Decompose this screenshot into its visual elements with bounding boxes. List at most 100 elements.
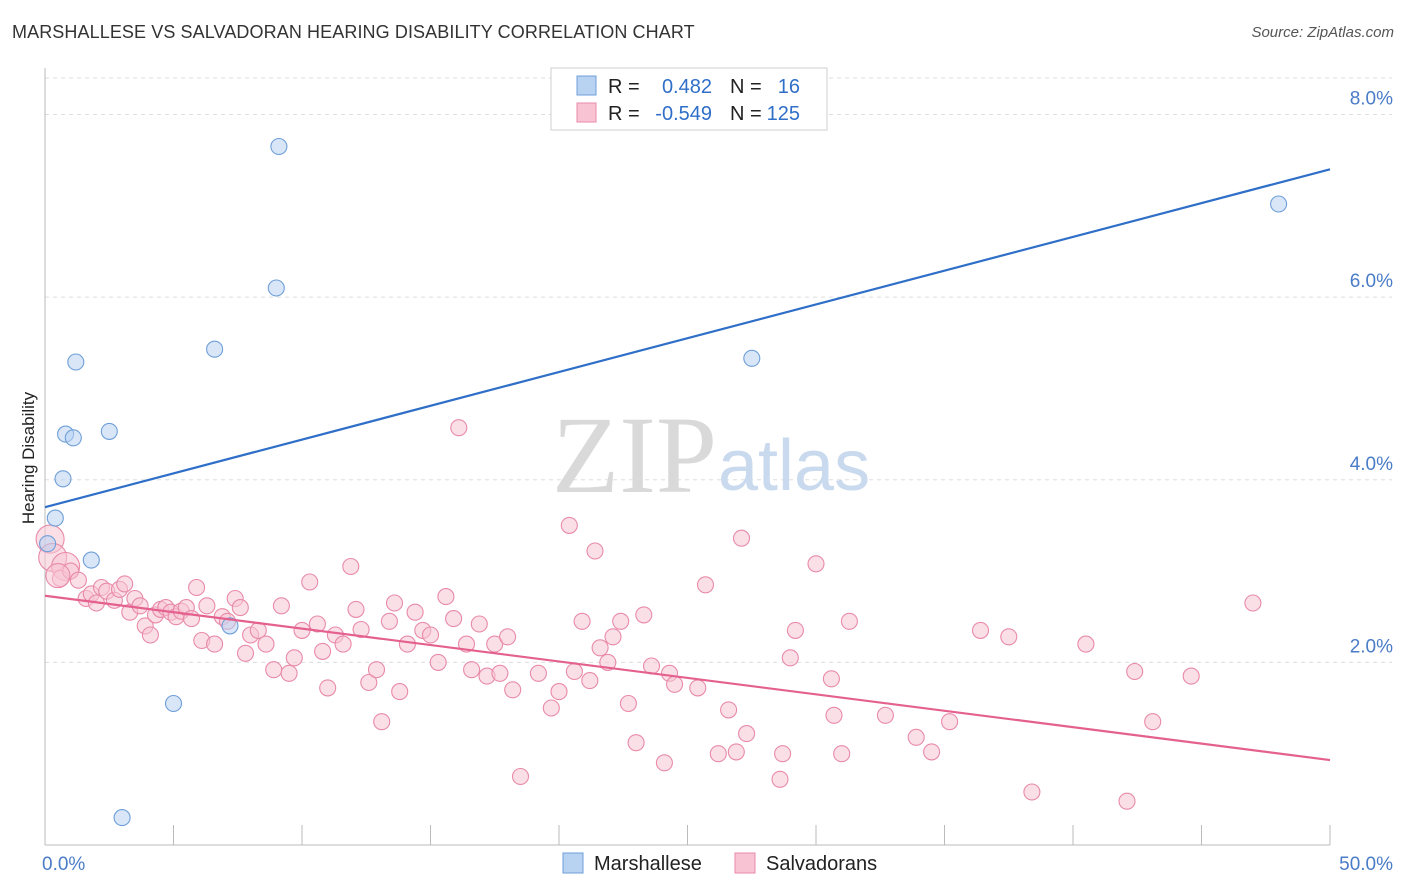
point-salvadorans: [285, 649, 303, 667]
point-salvadorans: [319, 679, 337, 697]
trend-line-marshallese: [44, 168, 1331, 509]
point-salvadorans: [550, 683, 568, 701]
point-salvadorans: [666, 675, 684, 693]
x-tick-label-max: 50.0%: [1339, 854, 1393, 875]
point-salvadorans: [1118, 792, 1136, 810]
point-salvadorans: [941, 713, 959, 731]
point-salvadorans: [272, 597, 290, 615]
watermark: ZIP atlas: [552, 394, 870, 516]
point-salvadorans: [257, 635, 275, 653]
legend-swatch-salvadorans: [576, 102, 597, 123]
point-salvadorans: [445, 610, 463, 628]
point-salvadorans: [45, 563, 71, 589]
point-marshallese: [1270, 195, 1288, 213]
point-salvadorans: [1244, 594, 1262, 612]
point-marshallese: [164, 694, 183, 713]
point-salvadorans: [342, 557, 360, 576]
point-marshallese: [39, 535, 57, 553]
point-salvadorans: [1144, 713, 1162, 731]
series-legend-swatch-salvadorans: [734, 852, 756, 874]
point-salvadorans: [421, 626, 440, 644]
point-salvadorans: [696, 576, 715, 594]
point-salvadorans: [314, 642, 332, 660]
point-salvadorans: [398, 635, 416, 653]
point-salvadorans: [822, 670, 840, 688]
point-salvadorans: [529, 664, 547, 682]
point-salvadorans: [491, 664, 509, 682]
point-salvadorans: [499, 628, 517, 646]
point-salvadorans: [907, 728, 925, 746]
y-axis-label: Hearing Disability: [19, 391, 38, 524]
point-salvadorans: [1023, 783, 1041, 801]
point-marshallese: [743, 349, 761, 367]
legend-r-label-0: R =: [608, 76, 640, 98]
point-salvadorans: [206, 635, 224, 653]
point-salvadorans: [347, 600, 365, 618]
axes: [44, 68, 1331, 846]
series-legend-label-salvadorans: Salvadorans: [766, 853, 877, 875]
point-salvadorans: [542, 699, 560, 717]
legend-r-label-1: R =: [608, 103, 640, 125]
point-salvadorans: [923, 743, 941, 761]
point-salvadorans: [689, 679, 707, 697]
point-salvadorans: [141, 626, 159, 644]
point-salvadorans: [825, 706, 843, 724]
point-salvadorans: [655, 754, 673, 772]
point-salvadorans: [373, 713, 391, 731]
legend-r-value-0: 0.482: [662, 76, 712, 98]
point-salvadorans: [1182, 667, 1200, 685]
legend-n-value-0: 16: [778, 76, 800, 98]
y-tick-label: 6.0%: [1350, 271, 1393, 292]
point-salvadorans: [385, 594, 404, 612]
legend-swatch-marshallese: [576, 75, 597, 96]
point-salvadorans: [586, 542, 604, 560]
point-salvadorans: [709, 745, 727, 763]
legend-n-label-0: N =: [730, 76, 762, 98]
point-salvadorans: [116, 575, 134, 593]
point-salvadorans: [188, 578, 206, 597]
point-salvadorans: [280, 664, 298, 682]
point-salvadorans: [352, 620, 370, 639]
point-marshallese: [54, 470, 72, 488]
trend-lines: [44, 168, 1331, 762]
point-marshallese: [64, 429, 82, 447]
point-salvadorans: [198, 597, 216, 615]
point-salvadorans: [560, 516, 578, 534]
point-salvadorans: [635, 606, 653, 624]
point-salvadorans: [604, 628, 622, 646]
point-salvadorans: [591, 639, 609, 657]
point-salvadorans: [565, 662, 583, 681]
watermark-atlas: atlas: [718, 426, 870, 506]
x-tick-label-min: 0.0%: [42, 854, 85, 875]
legend-n-label-1: N =: [730, 103, 762, 125]
point-salvadorans: [406, 603, 424, 621]
watermark-zip: ZIP: [552, 394, 717, 516]
point-salvadorans: [463, 661, 481, 679]
point-salvadorans: [1126, 662, 1144, 681]
series-legend-label-marshallese: Marshallese: [594, 853, 702, 875]
stats-legend: R = 0.482 N = 16 R = -0.549 N = 125: [550, 67, 828, 131]
point-salvadorans: [1077, 635, 1095, 653]
point-marshallese: [113, 809, 131, 827]
legend-box: [550, 67, 828, 131]
point-salvadorans: [581, 672, 599, 690]
point-salvadorans: [486, 635, 504, 653]
point-salvadorans: [437, 588, 455, 606]
point-marshallese: [82, 551, 100, 569]
point-salvadorans: [876, 706, 894, 724]
point-salvadorans: [771, 770, 789, 788]
point-salvadorans: [470, 615, 488, 633]
point-marshallese: [267, 279, 285, 297]
point-salvadorans: [69, 571, 87, 589]
point-salvadorans: [380, 612, 398, 630]
point-salvadorans: [727, 743, 745, 761]
point-marshallese: [67, 353, 85, 371]
tick-labels: 2.0% 4.0% 6.0% 8.0% 0.0% 50.0%: [42, 89, 1393, 875]
point-salvadorans: [265, 661, 283, 679]
point-salvadorans: [774, 745, 792, 763]
series-legend-swatch-marshallese: [562, 852, 584, 874]
grid-lines: [45, 77, 1392, 663]
y-tick-label: 8.0%: [1350, 89, 1393, 110]
point-salvadorans: [236, 644, 255, 662]
point-salvadorans: [429, 653, 447, 671]
